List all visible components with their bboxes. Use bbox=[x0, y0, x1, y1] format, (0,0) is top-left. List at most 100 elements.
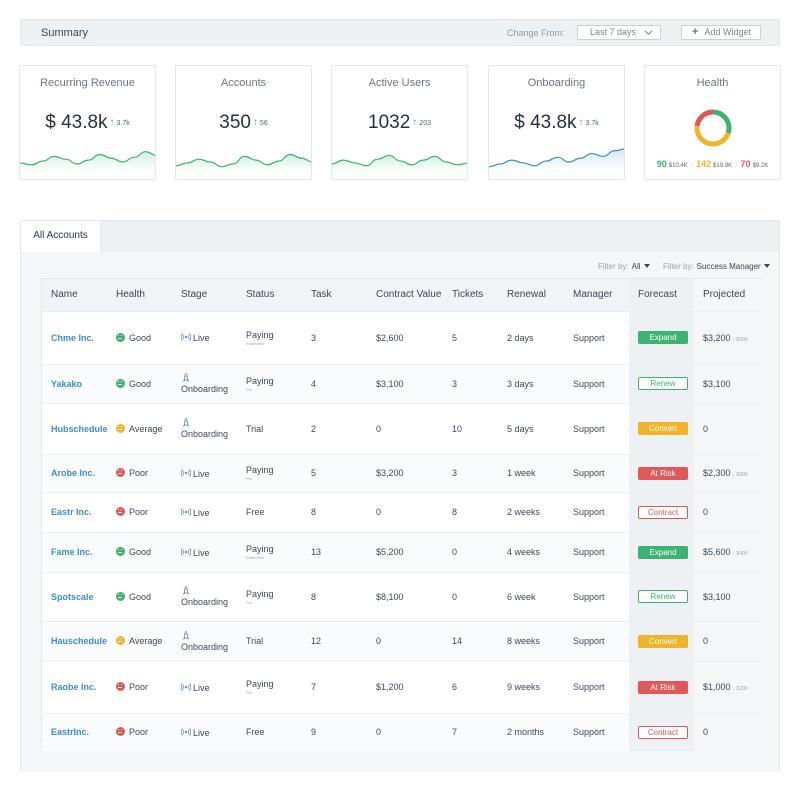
filter-all[interactable]: Filter by: All bbox=[598, 262, 650, 271]
account-name-link[interactable]: EastrInc. bbox=[51, 727, 90, 738]
kpi-card[interactable]: Active Users 1032 ↑ 203 bbox=[331, 65, 468, 180]
contract-value-cell: $5,200 bbox=[376, 547, 404, 557]
forecast-badge[interactable]: Expand bbox=[638, 545, 688, 559]
forecast-badge[interactable]: At Risk bbox=[638, 680, 688, 694]
health-label: Poor bbox=[129, 468, 149, 478]
chevron-down-icon bbox=[644, 30, 653, 36]
filter-success-manager[interactable]: Filter by: Success Manager bbox=[663, 262, 770, 271]
forecast-cell: Convert bbox=[629, 403, 694, 454]
table-row[interactable]: Fame Inc. Good Live Paying Enterprise 13 $5,20… bbox=[42, 532, 761, 572]
column-header[interactable]: Status bbox=[246, 289, 275, 301]
table-row[interactable]: Yakako Good Onboarding Paying Pro 4 $3,100 3 3 d… bbox=[42, 364, 761, 403]
health-card[interactable]: Health 90 $10.4K › 142 $19.8K › 70 $9.2K bbox=[644, 65, 781, 180]
manager-cell: Support bbox=[573, 423, 605, 434]
forecast-badge[interactable]: Renew bbox=[638, 377, 688, 390]
column-header[interactable]: Stage bbox=[181, 289, 208, 301]
account-name-link[interactable]: Raobe Inc. bbox=[51, 682, 97, 692]
column-header[interactable]: Projected bbox=[694, 279, 761, 311]
stage-cell: Live bbox=[172, 532, 237, 572]
health-label: Poor bbox=[129, 727, 149, 738]
kpi-card-delta: 203 bbox=[419, 120, 431, 128]
column-header[interactable]: Health bbox=[116, 289, 145, 301]
status-cell: Paying Pro bbox=[237, 454, 302, 492]
column-header[interactable]: Forecast bbox=[629, 279, 694, 311]
sparkline-area bbox=[20, 151, 155, 179]
table-row[interactable]: Chme Inc. Good Live Paying Enterprise 3 $2,600… bbox=[42, 311, 761, 364]
column-header[interactable]: Task bbox=[311, 289, 332, 301]
table-row[interactable]: EastrInc. Poor Live Free 9 0 7 2 months Support C… bbox=[42, 713, 761, 751]
kpi-card-delta: 3.7k bbox=[585, 120, 599, 128]
account-name-link[interactable]: Eastr Inc. bbox=[51, 507, 92, 517]
status-label: Paying bbox=[246, 329, 274, 340]
rocket-icon bbox=[182, 630, 190, 640]
column-header[interactable]: Name bbox=[51, 289, 78, 301]
table-row[interactable]: Eastr Inc. Poor Live Free 8 0 8 2 weeks Support C… bbox=[42, 492, 761, 532]
account-name-link[interactable]: Fame Inc. bbox=[51, 547, 93, 557]
account-name-link[interactable]: Spotscale bbox=[51, 591, 94, 602]
health-cell: Good bbox=[107, 364, 172, 403]
account-name-link[interactable]: Arobe Inc. bbox=[51, 468, 96, 478]
tab-all-accounts[interactable]: All Accounts bbox=[21, 221, 101, 252]
stage-label: Live bbox=[193, 333, 210, 343]
column-header[interactable]: Tickets bbox=[452, 289, 484, 301]
task-cell: 12 bbox=[311, 636, 322, 646]
account-name-link[interactable]: Hauschedule bbox=[51, 636, 108, 646]
health-cell: Good bbox=[107, 311, 172, 364]
projected-delta: ↑ $600 bbox=[732, 336, 748, 343]
tickets-cell: 3 bbox=[452, 468, 458, 478]
table-row[interactable]: Hubschedule Average Onboarding Trial 2 0 10 5 d… bbox=[42, 403, 761, 454]
tickets-cell: 0 bbox=[452, 591, 458, 602]
forecast-badge[interactable]: At Risk bbox=[638, 466, 688, 480]
kpi-sparkline bbox=[176, 153, 311, 179]
kpi-card-delta: 3.7k bbox=[116, 120, 130, 128]
date-range-select[interactable]: Last 7 days bbox=[577, 25, 661, 40]
forecast-badge[interactable]: Convert bbox=[638, 634, 688, 648]
status-plan: Pro bbox=[246, 690, 253, 695]
sparkline-area bbox=[489, 148, 624, 179]
forecast-badge[interactable]: Expand bbox=[638, 331, 688, 344]
forecast-badge[interactable]: Contract bbox=[638, 505, 688, 519]
table-row[interactable]: Arobe Inc. Poor Live Paying Pro 5 $3,200 3 1 wee… bbox=[42, 454, 761, 492]
kpi-card-value: $ 43.8k bbox=[514, 112, 577, 133]
kpi-card[interactable]: Onboarding $ 43.8k ↑ 3.7k bbox=[488, 65, 625, 180]
forecast-badge[interactable]: Convert bbox=[638, 422, 688, 435]
manager-cell: Support bbox=[573, 591, 605, 602]
summary-title: Summary bbox=[41, 27, 89, 39]
column-header[interactable]: Contract Value bbox=[376, 289, 442, 301]
stage-label: Onboarding bbox=[181, 641, 229, 652]
health-average-amount: $19.8K bbox=[713, 163, 733, 169]
stage-cell: Live bbox=[172, 492, 237, 532]
status-cell: Paying Pro bbox=[237, 364, 302, 403]
kpi-card[interactable]: Accounts 350 ↑ 56 bbox=[175, 65, 312, 180]
kpi-card-value: $ 43.8k bbox=[45, 112, 108, 133]
health-poor-count: 70 bbox=[740, 159, 751, 169]
filter-value: Success Manager bbox=[696, 262, 761, 271]
kpi-card-title: Active Users bbox=[368, 77, 431, 89]
kpi-card[interactable]: Recurring Revenue $ 43.8k ↑ 3.7k bbox=[19, 65, 156, 180]
column-header[interactable]: Manager bbox=[573, 289, 613, 301]
stage-cell: Live bbox=[172, 661, 237, 713]
projected-delta: ↓ $200 bbox=[732, 686, 748, 692]
contract-value-cell: $8,100 bbox=[376, 591, 404, 602]
table-row[interactable]: Raobe Inc. Poor Live Paying Pro 7 $1,200 6 9 wee… bbox=[42, 661, 761, 713]
account-name-link[interactable]: Chme Inc. bbox=[51, 332, 95, 343]
account-name-link[interactable]: Hubschedule bbox=[51, 423, 108, 434]
face-icon bbox=[116, 682, 125, 691]
table-row[interactable]: Hauschedule Average Onboarding Trial 12 0 14 8 … bbox=[42, 621, 761, 661]
forecast-badge[interactable]: Renew bbox=[638, 590, 688, 603]
table-row[interactable]: Spotscale Good Onboarding Paying Pro 8 $8,100 0… bbox=[42, 572, 761, 621]
signal-icon bbox=[181, 727, 191, 736]
tickets-cell: 5 bbox=[452, 332, 458, 343]
add-widget-button[interactable]: + Add Widget bbox=[681, 25, 761, 40]
forecast-cell: Renew bbox=[629, 572, 694, 621]
account-name-link[interactable]: Yakako bbox=[51, 378, 83, 389]
kpi-card-value: 350 bbox=[219, 112, 251, 133]
renewal-cell: 2 weeks bbox=[507, 507, 541, 517]
manager-cell: Support bbox=[573, 468, 605, 478]
forecast-badge[interactable]: Contract bbox=[638, 725, 688, 739]
health-label: Average bbox=[129, 636, 163, 646]
stage-label: Live bbox=[193, 507, 210, 518]
column-header[interactable]: Renewal bbox=[507, 289, 546, 301]
projected-value: $3,100 bbox=[703, 378, 731, 389]
projected-value: $3,100 bbox=[703, 591, 731, 602]
